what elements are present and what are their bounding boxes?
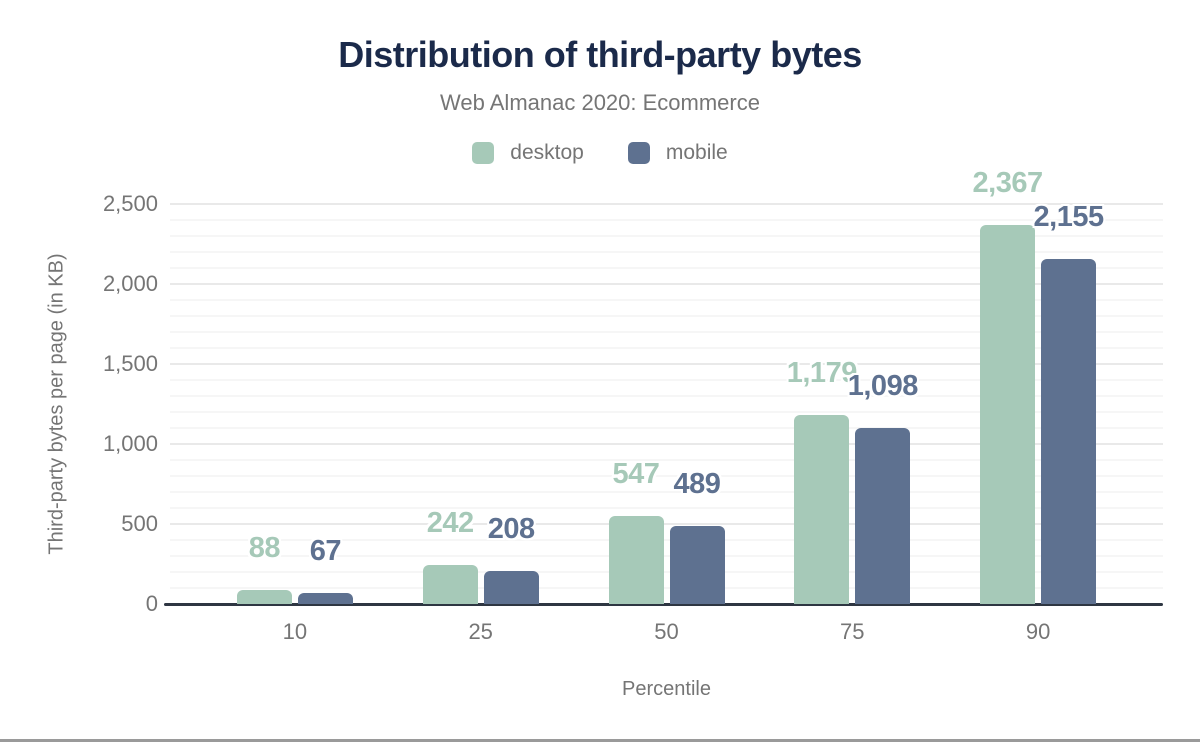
legend-swatch-desktop <box>472 142 495 164</box>
y-tick-label: 2,000 <box>102 271 158 296</box>
gridline <box>170 203 1163 205</box>
bar-mobile <box>855 428 911 604</box>
gridline <box>170 251 1163 253</box>
x-axis-line <box>164 603 1163 606</box>
y-tick-label: 500 <box>121 511 158 536</box>
gridline <box>170 555 1163 557</box>
chart-title: Distribution of third-party bytes <box>338 34 862 75</box>
bar-desktop <box>236 589 292 604</box>
bar-label-desktop: 2,367 <box>972 167 1044 200</box>
gridline <box>170 443 1163 445</box>
bar-label-desktop: 242 <box>426 507 474 540</box>
gridline <box>170 491 1163 493</box>
bar-desktop <box>980 225 1036 604</box>
bar-label-mobile: 2,155 <box>1033 201 1105 234</box>
legend-swatch-mobile <box>627 142 650 164</box>
x-tick-label: 10 <box>282 619 308 644</box>
legend-item-mobile: mobile <box>627 141 728 165</box>
x-tick-label: 90 <box>1025 619 1051 644</box>
bar-label-mobile: 1,098 <box>847 370 919 403</box>
x-tick-label: 75 <box>840 619 865 644</box>
bar-label-mobile: 208 <box>487 512 535 545</box>
gridline <box>170 347 1163 349</box>
gridline <box>170 235 1163 237</box>
x-axis-title: Percentile <box>622 678 711 700</box>
bar-desktop <box>422 565 478 604</box>
x-tick-label: 50 <box>654 619 679 644</box>
gridline <box>170 587 1163 589</box>
bar-label-desktop: 547 <box>612 458 660 491</box>
gridline <box>170 315 1163 317</box>
y-axis-title: Third-party bytes per page (in KB) <box>45 253 68 555</box>
x-tick-label: 25 <box>468 619 493 644</box>
gridline <box>170 267 1163 269</box>
gridline <box>170 331 1163 333</box>
gridline <box>170 219 1163 221</box>
y-tick-label: 2,500 <box>102 191 158 216</box>
bar-desktop <box>794 415 850 604</box>
bar-mobile <box>483 570 539 604</box>
legend-label-desktop: desktop <box>510 141 584 164</box>
bar-mobile <box>1041 259 1097 604</box>
legend-item-desktop: desktop <box>472 141 584 165</box>
bar-label-mobile: 489 <box>673 467 721 500</box>
gridline <box>170 395 1163 397</box>
gridline <box>170 411 1163 413</box>
chart-subtitle: Web Almanac 2020: Ecommerce <box>440 90 760 115</box>
gridline <box>170 475 1163 477</box>
gridline <box>170 283 1163 285</box>
y-tick-label: 0 <box>145 591 158 616</box>
figure-bottom-border <box>0 739 1200 742</box>
bar-desktop <box>608 516 664 604</box>
gridline <box>170 507 1163 509</box>
gridline <box>170 539 1163 541</box>
y-tick-label: 1,000 <box>102 431 158 456</box>
bar-label-mobile: 67 <box>309 535 342 568</box>
gridline <box>170 459 1163 461</box>
y-tick-label: 1,500 <box>102 351 158 376</box>
gridline <box>170 523 1163 525</box>
bar-label-desktop: 88 <box>248 531 281 564</box>
gridline <box>170 299 1163 301</box>
legend-label-mobile: mobile <box>665 141 728 164</box>
gridline <box>170 379 1163 381</box>
bar-mobile <box>669 525 725 604</box>
bar-mobile <box>297 593 353 604</box>
gridline <box>170 571 1163 573</box>
legend: desktop mobile <box>0 141 1200 165</box>
gridline <box>170 427 1163 429</box>
bar-label-desktop: 1,179 <box>786 357 858 390</box>
gridline <box>170 363 1163 365</box>
